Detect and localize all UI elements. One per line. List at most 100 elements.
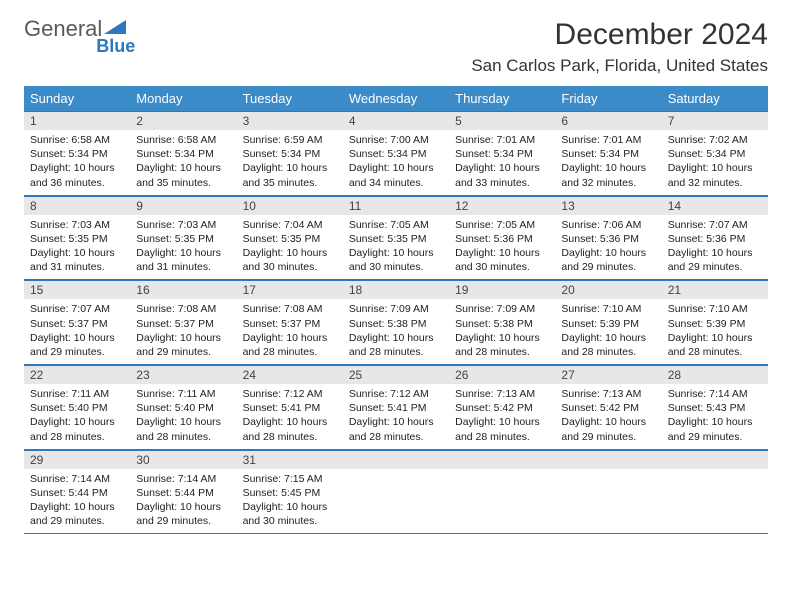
day-number-empty <box>662 450 768 469</box>
calendar-cell: 18Sunrise: 7:09 AMSunset: 5:38 PMDayligh… <box>343 280 449 365</box>
calendar-cell: 7Sunrise: 7:02 AMSunset: 5:34 PMDaylight… <box>662 111 768 195</box>
weekday-header: Tuesday <box>237 86 343 111</box>
day-details: Sunrise: 7:11 AMSunset: 5:40 PMDaylight:… <box>130 384 236 449</box>
calendar-cell: 8Sunrise: 7:03 AMSunset: 5:35 PMDaylight… <box>24 195 130 280</box>
calendar-cell <box>343 449 449 534</box>
day-number-empty <box>343 450 449 469</box>
calendar-cell: 22Sunrise: 7:11 AMSunset: 5:40 PMDayligh… <box>24 365 130 450</box>
month-title: December 2024 <box>471 18 768 52</box>
day-details: Sunrise: 7:08 AMSunset: 5:37 PMDaylight:… <box>130 299 236 364</box>
calendar-cell: 10Sunrise: 7:04 AMSunset: 5:35 PMDayligh… <box>237 195 343 280</box>
day-number: 28 <box>662 365 768 384</box>
day-number: 24 <box>237 365 343 384</box>
weekday-header: Monday <box>130 86 236 111</box>
day-number: 8 <box>24 196 130 215</box>
calendar-cell: 30Sunrise: 7:14 AMSunset: 5:44 PMDayligh… <box>130 449 236 534</box>
calendar-row: 1Sunrise: 6:58 AMSunset: 5:34 PMDaylight… <box>24 111 768 195</box>
location-line: San Carlos Park, Florida, United States <box>471 56 768 76</box>
calendar-cell: 11Sunrise: 7:05 AMSunset: 5:35 PMDayligh… <box>343 195 449 280</box>
day-number: 9 <box>130 196 236 215</box>
day-number: 12 <box>449 196 555 215</box>
calendar-cell: 25Sunrise: 7:12 AMSunset: 5:41 PMDayligh… <box>343 365 449 450</box>
day-number: 31 <box>237 450 343 469</box>
day-details: Sunrise: 7:10 AMSunset: 5:39 PMDaylight:… <box>555 299 661 364</box>
day-details: Sunrise: 7:07 AMSunset: 5:37 PMDaylight:… <box>24 299 130 364</box>
day-number: 10 <box>237 196 343 215</box>
calendar-cell: 16Sunrise: 7:08 AMSunset: 5:37 PMDayligh… <box>130 280 236 365</box>
calendar-table: SundayMondayTuesdayWednesdayThursdayFrid… <box>24 86 768 534</box>
calendar-cell <box>555 449 661 534</box>
day-details: Sunrise: 7:04 AMSunset: 5:35 PMDaylight:… <box>237 215 343 280</box>
logo-text-sub: Blue <box>96 36 135 57</box>
day-number-empty <box>555 450 661 469</box>
day-details: Sunrise: 7:09 AMSunset: 5:38 PMDaylight:… <box>449 299 555 364</box>
day-details: Sunrise: 7:09 AMSunset: 5:38 PMDaylight:… <box>343 299 449 364</box>
calendar-cell: 23Sunrise: 7:11 AMSunset: 5:40 PMDayligh… <box>130 365 236 450</box>
day-number: 21 <box>662 280 768 299</box>
day-number: 2 <box>130 111 236 130</box>
day-details: Sunrise: 7:13 AMSunset: 5:42 PMDaylight:… <box>555 384 661 449</box>
calendar-cell: 1Sunrise: 6:58 AMSunset: 5:34 PMDaylight… <box>24 111 130 195</box>
day-number: 23 <box>130 365 236 384</box>
weekday-header: Thursday <box>449 86 555 111</box>
day-number: 18 <box>343 280 449 299</box>
day-details: Sunrise: 6:58 AMSunset: 5:34 PMDaylight:… <box>130 130 236 195</box>
calendar-cell: 21Sunrise: 7:10 AMSunset: 5:39 PMDayligh… <box>662 280 768 365</box>
calendar-cell: 9Sunrise: 7:03 AMSunset: 5:35 PMDaylight… <box>130 195 236 280</box>
calendar-row: 8Sunrise: 7:03 AMSunset: 5:35 PMDaylight… <box>24 195 768 280</box>
day-details: Sunrise: 7:06 AMSunset: 5:36 PMDaylight:… <box>555 215 661 280</box>
calendar-row: 29Sunrise: 7:14 AMSunset: 5:44 PMDayligh… <box>24 449 768 534</box>
day-number: 27 <box>555 365 661 384</box>
calendar-cell: 28Sunrise: 7:14 AMSunset: 5:43 PMDayligh… <box>662 365 768 450</box>
day-number-empty <box>449 450 555 469</box>
calendar-row: 22Sunrise: 7:11 AMSunset: 5:40 PMDayligh… <box>24 365 768 450</box>
calendar-head: SundayMondayTuesdayWednesdayThursdayFrid… <box>24 86 768 111</box>
day-number: 3 <box>237 111 343 130</box>
calendar-cell: 5Sunrise: 7:01 AMSunset: 5:34 PMDaylight… <box>449 111 555 195</box>
day-number: 14 <box>662 196 768 215</box>
day-number: 25 <box>343 365 449 384</box>
weekday-row: SundayMondayTuesdayWednesdayThursdayFrid… <box>24 86 768 111</box>
day-details: Sunrise: 7:05 AMSunset: 5:35 PMDaylight:… <box>343 215 449 280</box>
day-details: Sunrise: 7:07 AMSunset: 5:36 PMDaylight:… <box>662 215 768 280</box>
day-details: Sunrise: 7:15 AMSunset: 5:45 PMDaylight:… <box>237 469 343 534</box>
calendar-cell: 3Sunrise: 6:59 AMSunset: 5:34 PMDaylight… <box>237 111 343 195</box>
calendar-cell <box>449 449 555 534</box>
day-number: 29 <box>24 450 130 469</box>
day-details: Sunrise: 7:03 AMSunset: 5:35 PMDaylight:… <box>24 215 130 280</box>
weekday-header: Wednesday <box>343 86 449 111</box>
day-details: Sunrise: 7:11 AMSunset: 5:40 PMDaylight:… <box>24 384 130 449</box>
calendar-cell: 4Sunrise: 7:00 AMSunset: 5:34 PMDaylight… <box>343 111 449 195</box>
calendar-cell <box>662 449 768 534</box>
day-details: Sunrise: 6:58 AMSunset: 5:34 PMDaylight:… <box>24 130 130 195</box>
day-number: 6 <box>555 111 661 130</box>
day-number: 7 <box>662 111 768 130</box>
calendar-cell: 24Sunrise: 7:12 AMSunset: 5:41 PMDayligh… <box>237 365 343 450</box>
calendar-row: 15Sunrise: 7:07 AMSunset: 5:37 PMDayligh… <box>24 280 768 365</box>
calendar-cell: 15Sunrise: 7:07 AMSunset: 5:37 PMDayligh… <box>24 280 130 365</box>
day-number: 15 <box>24 280 130 299</box>
day-details: Sunrise: 7:08 AMSunset: 5:37 PMDaylight:… <box>237 299 343 364</box>
calendar-cell: 12Sunrise: 7:05 AMSunset: 5:36 PMDayligh… <box>449 195 555 280</box>
day-details: Sunrise: 7:12 AMSunset: 5:41 PMDaylight:… <box>343 384 449 449</box>
day-number: 19 <box>449 280 555 299</box>
day-details: Sunrise: 7:01 AMSunset: 5:34 PMDaylight:… <box>449 130 555 195</box>
day-details: Sunrise: 7:12 AMSunset: 5:41 PMDaylight:… <box>237 384 343 449</box>
calendar-cell: 26Sunrise: 7:13 AMSunset: 5:42 PMDayligh… <box>449 365 555 450</box>
day-details: Sunrise: 6:59 AMSunset: 5:34 PMDaylight:… <box>237 130 343 195</box>
weekday-header: Friday <box>555 86 661 111</box>
day-details: Sunrise: 7:00 AMSunset: 5:34 PMDaylight:… <box>343 130 449 195</box>
day-number: 26 <box>449 365 555 384</box>
day-number: 17 <box>237 280 343 299</box>
day-number: 30 <box>130 450 236 469</box>
calendar-cell: 19Sunrise: 7:09 AMSunset: 5:38 PMDayligh… <box>449 280 555 365</box>
weekday-header: Sunday <box>24 86 130 111</box>
header: General Blue December 2024 San Carlos Pa… <box>24 18 768 76</box>
day-number: 22 <box>24 365 130 384</box>
calendar-cell: 31Sunrise: 7:15 AMSunset: 5:45 PMDayligh… <box>237 449 343 534</box>
day-details: Sunrise: 7:14 AMSunset: 5:44 PMDaylight:… <box>130 469 236 534</box>
calendar-cell: 17Sunrise: 7:08 AMSunset: 5:37 PMDayligh… <box>237 280 343 365</box>
day-number: 4 <box>343 111 449 130</box>
calendar-body: 1Sunrise: 6:58 AMSunset: 5:34 PMDaylight… <box>24 111 768 534</box>
calendar-cell: 20Sunrise: 7:10 AMSunset: 5:39 PMDayligh… <box>555 280 661 365</box>
